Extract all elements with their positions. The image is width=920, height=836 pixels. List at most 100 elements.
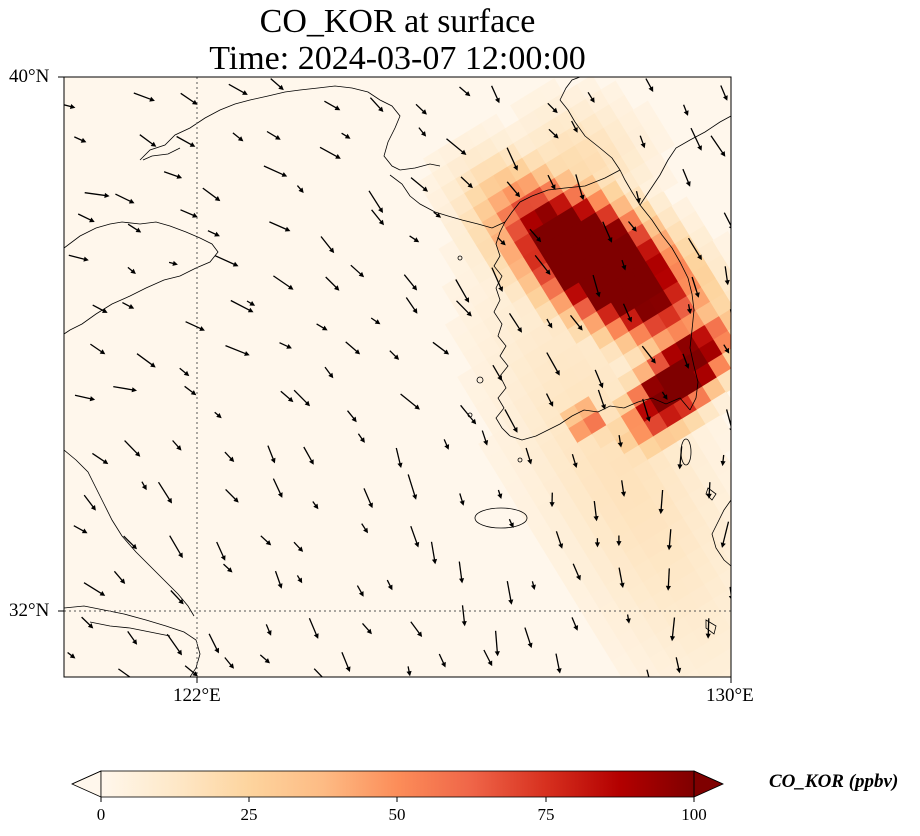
wind-arrow — [208, 633, 219, 654]
heatmap-cell — [734, 298, 759, 323]
wind-arrow — [176, 135, 196, 147]
wind-arrow — [508, 313, 522, 333]
heatmap-cell — [742, 572, 767, 597]
heatmap-cell — [734, 657, 759, 682]
wind-arrow — [172, 440, 182, 451]
heatmap-cell — [735, 496, 760, 521]
wind-arrow — [494, 630, 500, 657]
wind-arrow — [185, 321, 205, 331]
wind-arrow — [225, 488, 239, 503]
wind-arrow — [265, 624, 272, 636]
wind-arrow — [646, 669, 650, 677]
wind-arrow — [361, 523, 368, 534]
wind-arrow — [617, 434, 623, 448]
wind-arrow — [497, 236, 506, 246]
heatmap-cell — [746, 350, 771, 375]
lon-tick-label-130: 130°E — [706, 685, 754, 706]
wind-arrow — [571, 120, 578, 133]
wind-arrow — [555, 531, 564, 549]
wind-arrow — [73, 525, 88, 534]
wind-arrow — [492, 364, 503, 381]
heatmap-cell — [720, 505, 731, 530]
wind-arrow — [724, 266, 730, 286]
wind-arrow — [593, 501, 599, 522]
wind-arrow — [127, 266, 136, 274]
wind-arrow — [529, 228, 542, 243]
gridlines — [64, 77, 731, 677]
wind-arrow — [296, 185, 304, 193]
map-panel — [64, 77, 771, 682]
wind-arrow — [705, 618, 711, 639]
wind-arrow — [571, 617, 579, 631]
wind-arrow — [166, 633, 182, 656]
wind-arrow — [410, 621, 423, 637]
wind-arrow — [124, 440, 141, 457]
wind-arrow — [415, 103, 427, 115]
wind-arrow — [400, 393, 420, 410]
wind-arrow — [483, 649, 493, 667]
wind-arrow — [303, 446, 314, 465]
wind-arrow — [122, 302, 135, 309]
wind-arrow — [569, 314, 583, 331]
wind-arrow — [324, 100, 341, 111]
heatmap-cell — [729, 519, 731, 545]
wind-arrow — [214, 255, 239, 267]
colorbar-gradient — [101, 771, 694, 797]
wind-arrow — [224, 451, 235, 462]
wind-arrow — [594, 538, 600, 548]
wind-arrow — [141, 481, 147, 491]
wind-arrow — [459, 493, 465, 506]
wind-arrow — [682, 353, 690, 369]
wind-arrow — [491, 85, 500, 104]
wind-arrow — [686, 304, 693, 314]
wind-arrow — [341, 132, 351, 139]
wind-arrow — [460, 404, 477, 425]
wind-arrow — [207, 230, 220, 237]
heatmap-cell — [724, 542, 731, 568]
wind-arrow — [356, 585, 364, 597]
wind-arrow — [433, 211, 442, 218]
wind-arrow — [446, 138, 467, 155]
wind-arrow — [363, 488, 373, 509]
wind-arrow — [621, 259, 627, 271]
wind-arrow — [432, 341, 450, 355]
colorbar-tick-25: 25 — [240, 805, 258, 824]
wind-arrow — [642, 398, 651, 422]
wind-arrow — [184, 665, 198, 677]
wind-arrow — [228, 83, 248, 95]
wind-vectors — [64, 78, 731, 677]
wind-arrow — [163, 171, 183, 179]
heatmap-cell — [740, 633, 765, 658]
wind-arrow — [84, 192, 110, 198]
wind-arrow — [266, 130, 281, 140]
wind-arrow — [459, 86, 471, 97]
wind-arrow — [113, 570, 126, 584]
wind-arrow — [687, 237, 702, 261]
wind-arrow — [319, 146, 341, 159]
wind-arrow — [230, 299, 254, 313]
wind-arrow — [690, 127, 702, 151]
wind-arrow — [545, 393, 554, 407]
wind-arrow — [525, 447, 533, 465]
heatmap-cell — [716, 627, 731, 653]
wind-arrow — [90, 343, 106, 355]
co-concentration-field — [417, 77, 771, 682]
heatmap-cell — [727, 321, 731, 346]
wind-arrow — [438, 653, 446, 668]
wind-arrow — [214, 411, 222, 419]
wind-arrow — [677, 446, 683, 470]
wind-arrow — [169, 535, 183, 559]
heatmap-cell — [733, 557, 758, 582]
wind-arrow — [368, 190, 383, 213]
lon-tick-label-122: 122°E — [173, 685, 221, 706]
wind-arrow — [127, 223, 142, 233]
wind-arrow — [369, 97, 384, 112]
wind-arrow — [409, 235, 420, 243]
wind-arrow — [216, 541, 226, 561]
wind-arrow — [293, 389, 310, 407]
wind-arrow — [682, 168, 691, 187]
heatmap-cell — [717, 467, 731, 492]
wind-arrow — [723, 344, 730, 354]
heatmap-cell — [721, 245, 731, 271]
